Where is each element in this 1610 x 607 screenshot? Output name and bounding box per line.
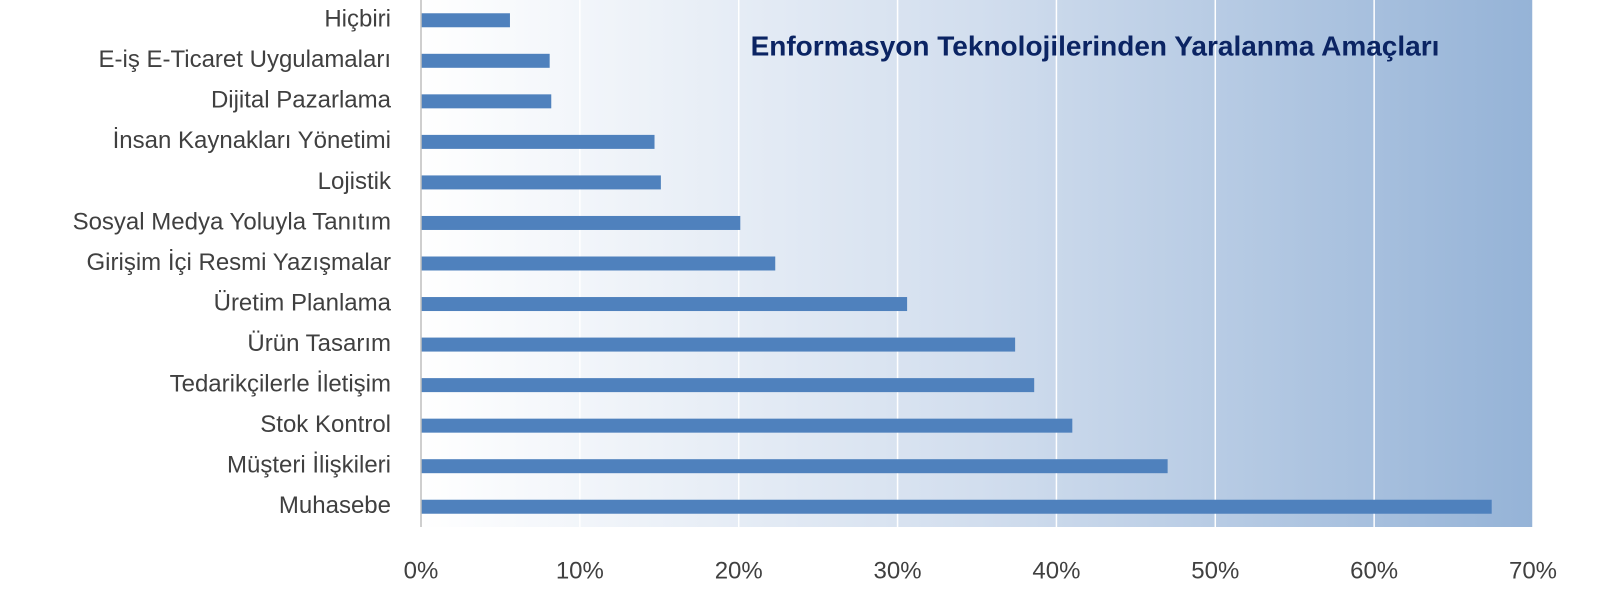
y-tick-label: Girişim İçi Resmi Yazışmalar — [87, 249, 391, 276]
y-tick-label: Lojistik — [318, 168, 392, 195]
bar — [421, 215, 741, 230]
bar — [421, 499, 1492, 514]
y-tick-label: Stok Kontrol — [260, 411, 391, 438]
bar — [421, 94, 552, 109]
x-tick-label: 50% — [1191, 557, 1239, 584]
y-tick-label: Hiçbiri — [324, 6, 391, 33]
bar — [421, 256, 776, 271]
y-tick-label: E-iş E-Ticaret Uygulamaları — [98, 46, 391, 73]
bar — [421, 134, 655, 149]
chart-title: Enformasyon Teknolojilerinden Yaralanma … — [751, 30, 1440, 61]
x-tick-label: 40% — [1032, 557, 1080, 584]
y-tick-label: İnsan Kaynakları Yönetimi — [113, 127, 391, 154]
x-tick-label: 10% — [556, 557, 604, 584]
y-tick-label: Müşteri İlişkileri — [227, 452, 391, 479]
bar — [421, 418, 1073, 433]
y-tick-label: Tedarikçilerle İletişim — [170, 370, 391, 397]
x-tick-label: 70% — [1509, 557, 1557, 584]
bar — [421, 175, 661, 190]
bar — [421, 297, 908, 312]
bar — [421, 378, 1035, 393]
bar — [421, 53, 550, 68]
y-tick-label: Dijital Pazarlama — [211, 87, 392, 114]
bar — [421, 459, 1168, 474]
y-tick-label: Üretim Planlama — [214, 289, 392, 316]
y-tick-label: Ürün Tasarım — [247, 330, 391, 357]
x-tick-label: 60% — [1350, 557, 1398, 584]
y-tick-label: Sosyal Medya Yoluyla Tanıtım — [73, 208, 391, 235]
bar — [421, 13, 510, 28]
y-tick-label: Muhasebe — [279, 492, 391, 519]
x-tick-label: 20% — [715, 557, 763, 584]
x-tick-label: 30% — [874, 557, 922, 584]
x-tick-label: 0% — [404, 557, 439, 584]
bar — [421, 337, 1016, 352]
